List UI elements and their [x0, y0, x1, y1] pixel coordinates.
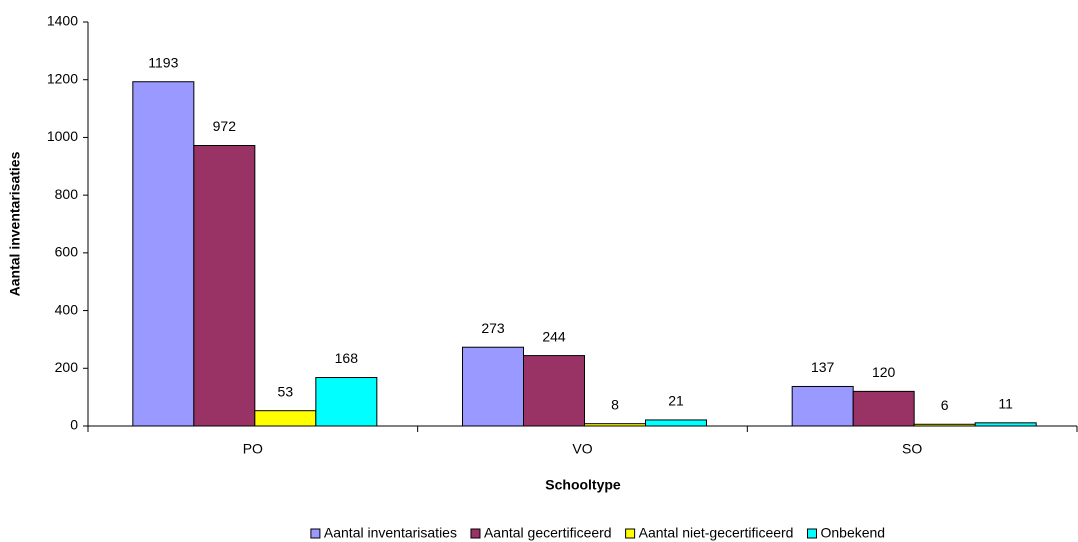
- data-label: 120: [872, 364, 896, 380]
- data-label: 137: [811, 359, 835, 375]
- bar: [852, 390, 915, 427]
- y-tick-label: 1400: [47, 13, 78, 29]
- legend-swatch: [625, 528, 636, 539]
- bar: [791, 385, 854, 427]
- y-tick-label: 1200: [47, 70, 78, 86]
- legend-swatch: [806, 528, 817, 539]
- bar: [584, 423, 646, 427]
- y-tick-label: 1000: [47, 128, 78, 144]
- legend-label: Onbekend: [820, 525, 885, 541]
- data-label: 11: [998, 396, 1013, 412]
- legend-label: Aantal niet-gecertificeerd: [639, 525, 794, 541]
- x-tick-label: SO: [902, 441, 922, 457]
- data-label: 21: [668, 393, 684, 409]
- data-label: 8: [611, 396, 619, 412]
- legend-label: Aantal gecertificeerd: [484, 525, 612, 541]
- x-tick-label: VO: [572, 441, 592, 457]
- bar: [132, 81, 195, 427]
- bar: [254, 410, 317, 427]
- bar: [523, 355, 585, 427]
- y-tick-label: 800: [55, 186, 79, 202]
- bar: [315, 377, 378, 427]
- legend-swatch: [310, 528, 321, 539]
- y-tick-label: 200: [55, 359, 79, 375]
- legend-swatch: [470, 528, 481, 539]
- data-label: 972: [213, 118, 237, 134]
- y-tick-label: 400: [55, 301, 79, 317]
- bar: [462, 346, 524, 427]
- y-axis-label: Aantal inventarisaties: [7, 151, 23, 296]
- x-tick-label: PO: [243, 441, 263, 457]
- data-label: 273: [481, 320, 505, 336]
- bar: [913, 423, 976, 427]
- data-label: 1193: [148, 54, 178, 70]
- legend-label: Aantal inventarisaties: [324, 525, 457, 541]
- data-label: 53: [278, 383, 294, 399]
- y-tick-label: 0: [70, 417, 78, 433]
- data-label: 244: [542, 328, 566, 344]
- bar: [193, 145, 256, 427]
- data-label: 168: [335, 350, 359, 366]
- x-axis-label: Schooltype: [545, 477, 621, 493]
- bar: [645, 419, 707, 427]
- data-label: 6: [941, 397, 949, 413]
- y-tick-label: 600: [55, 244, 79, 260]
- bar: [974, 422, 1037, 427]
